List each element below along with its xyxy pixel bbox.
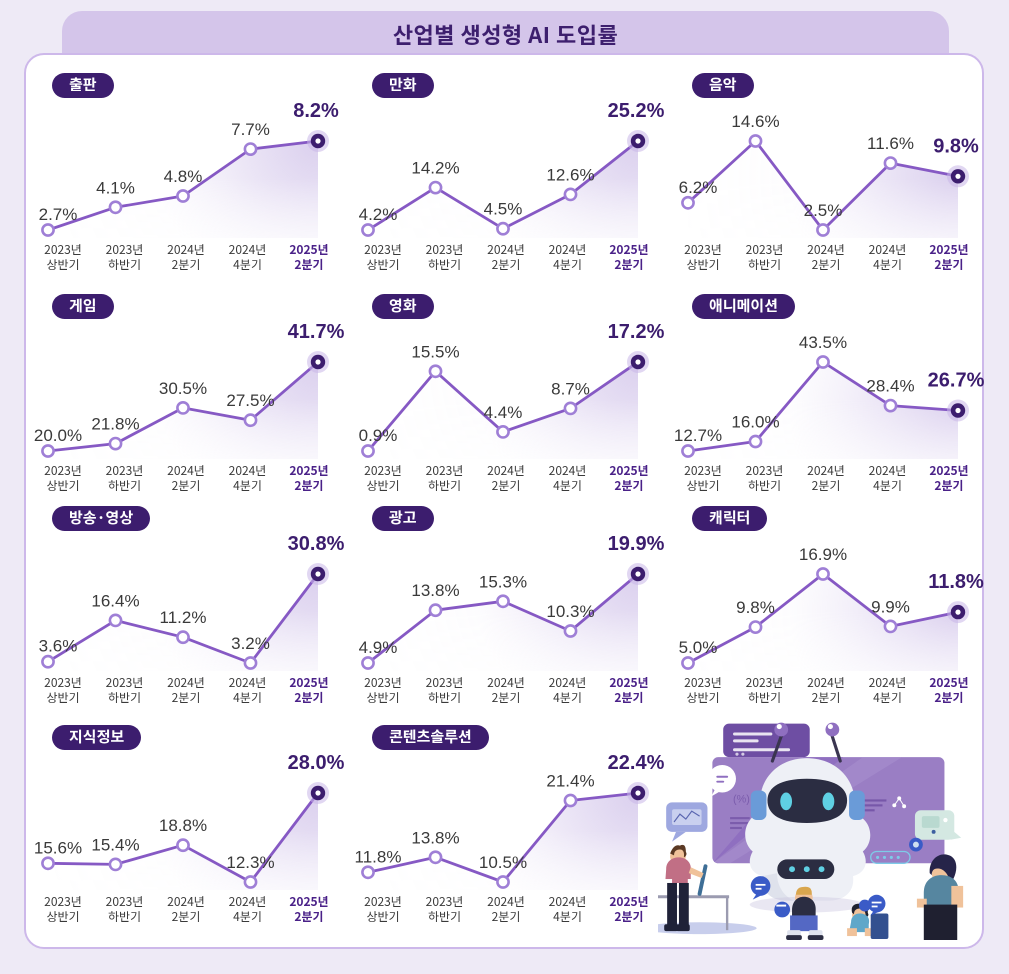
svg-text:18.8%: 18.8% [159,816,207,835]
svg-text:8.2%: 8.2% [293,100,339,122]
svg-text:15.6%: 15.6% [34,838,82,857]
svg-text:4.8%: 4.8% [164,167,203,186]
svg-text:4.5%: 4.5% [484,200,523,219]
svg-text:(%): (%) [733,793,750,805]
svg-text:11.2%: 11.2% [160,608,207,627]
svg-text:9.8%: 9.8% [736,598,775,617]
svg-text:5.0%: 5.0% [679,638,718,657]
svg-text:16.4%: 16.4% [91,591,139,610]
svg-text:4.2%: 4.2% [359,205,398,224]
svg-text:27.5%: 27.5% [226,391,274,410]
svg-text:3.2%: 3.2% [231,634,270,653]
svg-text:2.5%: 2.5% [804,201,843,220]
svg-text:26.7%: 26.7% [928,370,985,392]
svg-text:13.8%: 13.8% [411,828,459,847]
svg-text:16.0%: 16.0% [731,413,779,432]
svg-text:21.4%: 21.4% [546,772,594,791]
svg-text:9.9%: 9.9% [871,597,910,616]
svg-text:4.1%: 4.1% [96,178,135,197]
svg-text:4.4%: 4.4% [484,403,523,422]
svg-text:7.7%: 7.7% [231,120,270,139]
svg-text:14.2%: 14.2% [411,159,459,178]
svg-text:17.2%: 17.2% [608,321,665,343]
svg-text:12.6%: 12.6% [546,165,594,184]
svg-text:28.4%: 28.4% [866,377,914,396]
svg-text:10.3%: 10.3% [546,602,594,621]
svg-text:15.5%: 15.5% [411,342,459,361]
svg-text:11.6%: 11.6% [867,134,914,153]
svg-text:9.8%: 9.8% [933,135,979,157]
svg-text:10.5%: 10.5% [479,853,527,872]
svg-text:14.6%: 14.6% [731,112,779,131]
svg-text:13.8%: 13.8% [411,581,459,600]
svg-text:11.8%: 11.8% [355,847,402,866]
svg-text:22.4%: 22.4% [608,752,665,774]
svg-text:15.4%: 15.4% [91,835,139,854]
svg-text:11.8%: 11.8% [928,571,984,593]
svg-text:2.7%: 2.7% [39,205,78,224]
svg-text:15.3%: 15.3% [479,572,527,591]
svg-text:30.8%: 30.8% [288,533,345,555]
svg-text:16.9%: 16.9% [799,545,847,564]
svg-text:19.9%: 19.9% [608,533,665,555]
svg-text:4.9%: 4.9% [359,638,398,657]
svg-text:8.7%: 8.7% [551,379,590,398]
svg-text:12.7%: 12.7% [674,426,722,445]
svg-text:6.2%: 6.2% [679,178,718,197]
svg-text:43.5%: 43.5% [799,333,847,352]
svg-text:12.3%: 12.3% [226,853,274,872]
svg-text:28.0%: 28.0% [288,752,345,774]
svg-text:21.8%: 21.8% [91,415,139,434]
svg-text:0.9%: 0.9% [359,426,398,445]
svg-text:30.5%: 30.5% [159,379,207,398]
svg-text:25.2%: 25.2% [608,100,665,122]
svg-text:41.7%: 41.7% [288,321,345,343]
svg-text:3.6%: 3.6% [39,637,78,656]
svg-text:20.0%: 20.0% [34,426,82,445]
